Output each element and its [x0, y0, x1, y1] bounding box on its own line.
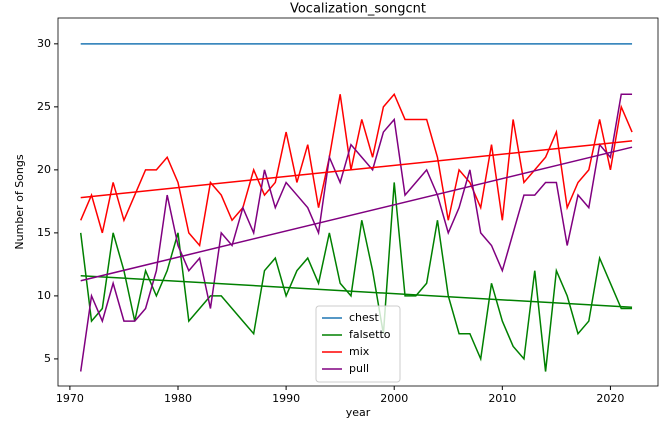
legend-label: mix: [349, 345, 370, 358]
x-tick-label: 2020: [596, 392, 624, 405]
legend-label: chest: [349, 311, 380, 324]
y-tick-label: 5: [44, 352, 51, 365]
legend-label: falsetto: [349, 328, 391, 341]
y-axis-label: Number of Songs: [13, 154, 26, 249]
trend-line: [80, 140, 633, 199]
x-tick-label: 2000: [380, 392, 408, 405]
plot-frame: [57, 17, 659, 387]
y-tick-label: 15: [37, 226, 51, 239]
y-tick-label: 10: [37, 289, 51, 302]
chart-title: Vocalization_songcnt: [290, 2, 426, 17]
legend-label: pull: [349, 362, 369, 375]
x-tick-label: 1970: [56, 392, 84, 405]
y-tick-label: 20: [37, 163, 51, 176]
series-line: [79, 182, 633, 372]
x-tick-label: 2010: [488, 392, 516, 405]
y-tick-label: 30: [37, 37, 51, 50]
x-tick-label: 1980: [164, 392, 192, 405]
trend-line: [80, 146, 633, 282]
x-axis-label: year: [346, 406, 371, 419]
legend-box: [315, 305, 401, 383]
y-tick-label: 25: [37, 100, 51, 113]
series-line: [80, 92, 633, 248]
trend-line: [80, 274, 633, 308]
series-line: [79, 93, 633, 372]
x-tick-label: 1990: [272, 392, 300, 405]
